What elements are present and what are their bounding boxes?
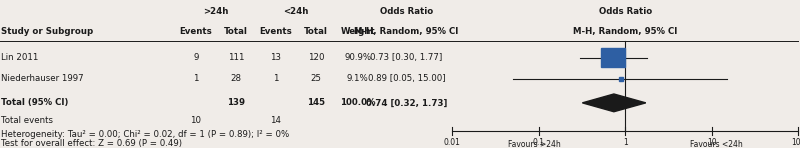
Text: 0.1: 0.1 (533, 138, 545, 147)
Text: 145: 145 (307, 98, 325, 107)
Text: Weight: Weight (340, 27, 375, 36)
Polygon shape (582, 94, 646, 112)
Text: 0.89 [0.05, 15.00]: 0.89 [0.05, 15.00] (367, 74, 446, 83)
Text: 1: 1 (623, 138, 627, 147)
Text: Total events: Total events (1, 116, 53, 125)
Text: M-H, Random, 95% CI: M-H, Random, 95% CI (354, 27, 458, 36)
Text: 120: 120 (308, 53, 324, 62)
Text: Odds Ratio: Odds Ratio (598, 7, 652, 16)
Text: Test for overall effect: Z = 0.69 (P = 0.49): Test for overall effect: Z = 0.69 (P = 0… (1, 139, 182, 148)
Text: 13: 13 (270, 53, 282, 62)
Text: 111: 111 (228, 53, 244, 62)
Text: 14: 14 (270, 116, 282, 125)
FancyBboxPatch shape (602, 48, 626, 67)
Text: 28: 28 (230, 74, 242, 83)
Text: 139: 139 (227, 98, 245, 107)
Text: Odds Ratio: Odds Ratio (380, 7, 433, 16)
Text: Study or Subgroup: Study or Subgroup (1, 27, 93, 36)
Text: 100: 100 (791, 138, 800, 147)
Text: 10: 10 (707, 138, 717, 147)
Text: 0.73 [0.30, 1.77]: 0.73 [0.30, 1.77] (370, 53, 442, 62)
Text: Events: Events (180, 27, 212, 36)
Text: 1: 1 (194, 74, 198, 83)
Text: 9: 9 (194, 53, 198, 62)
Text: Favours <24h: Favours <24h (690, 140, 743, 148)
Text: Total: Total (224, 27, 248, 36)
Text: 9.1%: 9.1% (346, 74, 369, 83)
Text: 0.74 [0.32, 1.73]: 0.74 [0.32, 1.73] (366, 98, 447, 107)
Text: 0.01: 0.01 (443, 138, 461, 147)
Text: Events: Events (260, 27, 292, 36)
Text: 10: 10 (190, 116, 202, 125)
Text: 90.9%: 90.9% (344, 53, 371, 62)
Text: Niederhauser 1997: Niederhauser 1997 (1, 74, 83, 83)
Text: Total: Total (304, 27, 328, 36)
Text: Total (95% CI): Total (95% CI) (1, 98, 68, 107)
Text: Lin 2011: Lin 2011 (1, 53, 38, 62)
Text: 25: 25 (310, 74, 322, 83)
Text: <24h: <24h (283, 7, 309, 16)
Text: M-H, Random, 95% CI: M-H, Random, 95% CI (573, 27, 678, 36)
Text: 100.0%: 100.0% (340, 98, 375, 107)
Text: >24h: >24h (203, 7, 229, 16)
Text: Heterogeneity: Tau² = 0.00; Chi² = 0.02, df = 1 (P = 0.89); I² = 0%: Heterogeneity: Tau² = 0.00; Chi² = 0.02,… (1, 131, 289, 139)
Text: Favours >24h: Favours >24h (508, 140, 561, 148)
Text: 1: 1 (274, 74, 278, 83)
